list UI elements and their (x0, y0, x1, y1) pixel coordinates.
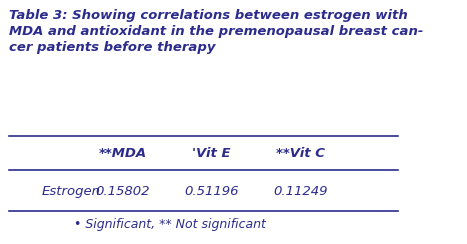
Text: 0.15802: 0.15802 (95, 185, 150, 198)
Text: **Vit C: **Vit C (276, 147, 325, 160)
Text: 0.51196: 0.51196 (184, 185, 239, 198)
Text: Table 3: Showing correlations between estrogen with
MDA and antioxidant in the p: Table 3: Showing correlations between es… (9, 9, 424, 54)
Text: Estrogen: Estrogen (42, 185, 101, 198)
Text: • Significant, ** Not significant: • Significant, ** Not significant (74, 218, 266, 231)
Text: 'Vit E: 'Vit E (192, 147, 231, 160)
Text: **MDA: **MDA (99, 147, 147, 160)
Text: 0.11249: 0.11249 (274, 185, 328, 198)
